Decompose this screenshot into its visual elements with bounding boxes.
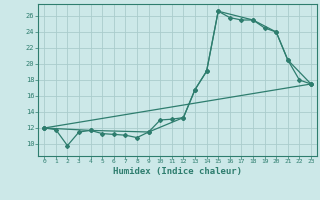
X-axis label: Humidex (Indice chaleur): Humidex (Indice chaleur) xyxy=(113,167,242,176)
